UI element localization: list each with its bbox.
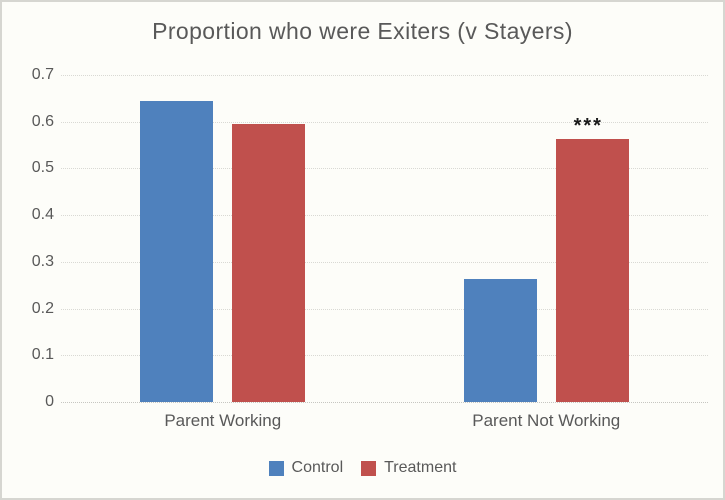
legend-swatch-control-icon <box>268 460 284 476</box>
gridline <box>61 355 708 357</box>
y-tick-label: 0.4 <box>31 206 54 224</box>
y-tick-label: 0.1 <box>31 346 54 364</box>
legend-swatch-treatment-icon <box>361 460 377 476</box>
y-tick-label: 0.6 <box>31 112 54 130</box>
legend-item-control: Control <box>268 459 344 477</box>
legend-label-control: Control <box>291 459 344 476</box>
bar-control-parent-working <box>140 100 214 402</box>
gridline <box>61 168 708 170</box>
bar-treatment-parent-not-working <box>555 139 629 402</box>
gridline <box>61 121 708 123</box>
significance-stars: *** <box>573 114 603 137</box>
x-axis-line <box>61 402 708 403</box>
chart-title: Proportion who were Exiters (v Stayers) <box>152 18 573 44</box>
y-tick-label: 0.5 <box>31 159 54 177</box>
bar-treatment-parent-working <box>232 124 306 402</box>
gridline <box>61 261 708 263</box>
legend-label-treatment: Treatment <box>384 459 457 476</box>
y-tick-label: 0.2 <box>31 299 54 317</box>
x-category-label-parent-working: Parent Working <box>164 411 282 430</box>
legend: Control Treatment <box>2 459 723 477</box>
plot-area <box>61 75 708 403</box>
y-tick-label: 0 <box>45 393 54 410</box>
y-tick-label: 0.7 <box>31 66 54 83</box>
legend-item-treatment: Treatment <box>361 459 456 477</box>
gridline <box>61 75 708 76</box>
y-tick-label: 0.3 <box>31 252 54 270</box>
x-category-label-parent-not-working: Parent Not Working <box>472 411 621 430</box>
gridline <box>61 215 708 217</box>
gridline <box>61 308 708 310</box>
bar-control-parent-not-working <box>463 279 537 402</box>
